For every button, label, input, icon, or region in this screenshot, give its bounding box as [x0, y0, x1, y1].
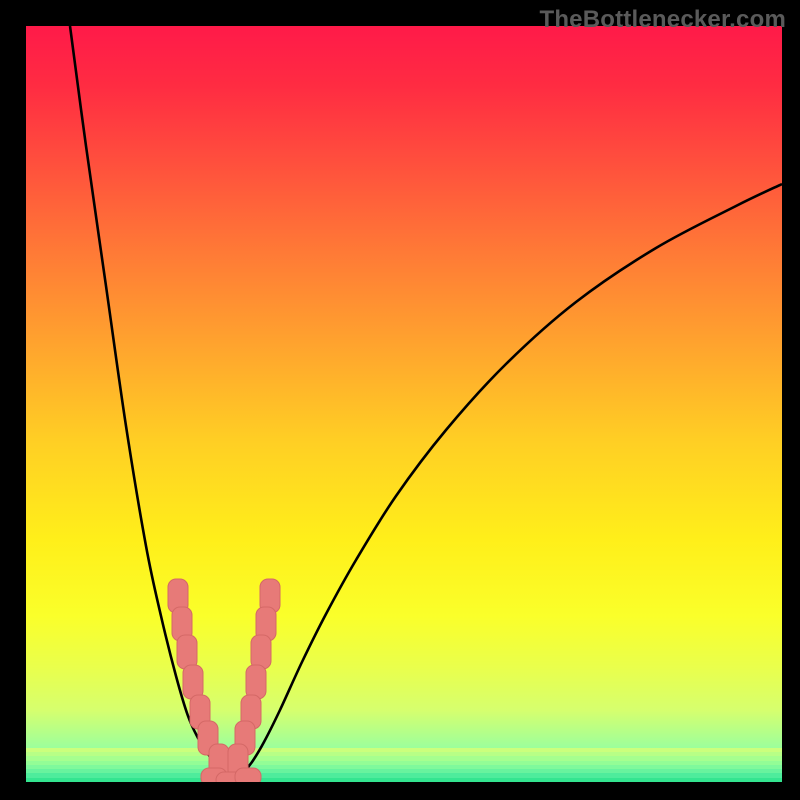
- watermark-text: TheBottlenecker.com: [539, 6, 786, 34]
- curve-right: [234, 184, 782, 780]
- marker-left: [177, 635, 197, 669]
- marker-right: [251, 635, 271, 669]
- marker-right: [246, 665, 266, 699]
- curve-left: [70, 26, 234, 780]
- bottleneck-curve: [26, 26, 782, 782]
- plot-area: [26, 26, 782, 782]
- marker-left: [183, 665, 203, 699]
- marker-valley: [235, 768, 261, 782]
- chart-container: { "watermark": { "text": "TheBottlenecke…: [0, 0, 800, 800]
